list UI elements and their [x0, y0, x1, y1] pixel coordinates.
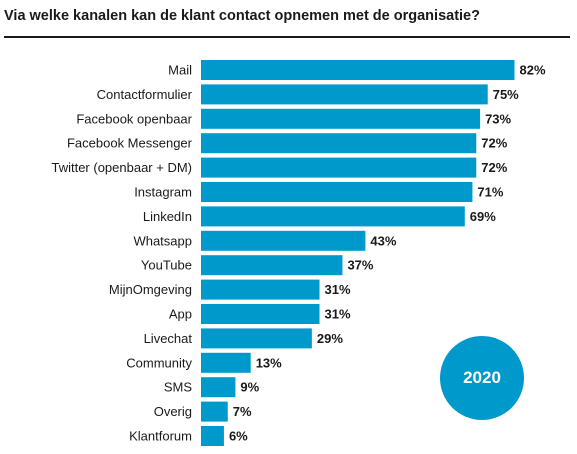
- category-label: LinkedIn: [143, 209, 192, 224]
- value-label: 43%: [370, 233, 396, 248]
- value-label: 82%: [519, 63, 545, 78]
- category-label: Twitter (openbaar + DM): [51, 160, 192, 175]
- value-label: 75%: [493, 87, 519, 102]
- bar: [201, 255, 343, 276]
- bar: [201, 304, 320, 324]
- value-label: 13%: [256, 355, 282, 370]
- value-label: 31%: [325, 307, 351, 322]
- bar: [201, 182, 473, 202]
- bar: [201, 133, 477, 154]
- bar: [201, 401, 228, 422]
- bar: [201, 157, 477, 178]
- bar: [201, 377, 236, 398]
- category-label: Whatsapp: [133, 233, 192, 248]
- category-label: YouTube: [141, 258, 192, 273]
- category-label: Facebook Messenger: [67, 136, 193, 151]
- bar: [201, 328, 312, 349]
- bar: [201, 230, 366, 251]
- bar: [201, 84, 488, 105]
- value-label: 37%: [347, 258, 373, 273]
- category-label: Facebook openbaar: [76, 111, 192, 126]
- category-label: SMS: [164, 380, 193, 395]
- year-badge: 2020: [440, 336, 524, 420]
- category-label: Contactformulier: [97, 87, 193, 102]
- category-label: Instagram: [134, 185, 192, 200]
- chart-title: Via welke kanalen kan de klant contact o…: [4, 8, 480, 24]
- category-label: Klantforum: [129, 429, 192, 444]
- category-label: Mail: [168, 63, 192, 78]
- value-label: 72%: [481, 136, 507, 151]
- bar: [201, 426, 224, 446]
- year-badge-label: 2020: [463, 368, 501, 387]
- bar: [201, 60, 515, 80]
- title-underline: [4, 36, 570, 38]
- bar: [201, 108, 481, 129]
- value-label: 73%: [485, 111, 511, 126]
- value-label: 31%: [325, 282, 351, 297]
- category-label: Overig: [154, 404, 192, 419]
- value-label: 7%: [233, 404, 252, 419]
- bar: [201, 279, 320, 300]
- category-label: App: [169, 307, 192, 322]
- category-label: Livechat: [144, 331, 193, 346]
- value-label: 71%: [477, 185, 503, 200]
- category-label: Community: [126, 355, 192, 370]
- bar: [201, 206, 465, 227]
- value-label: 9%: [240, 380, 259, 395]
- category-label: MijnOmgeving: [109, 282, 192, 297]
- value-label: 69%: [470, 209, 496, 224]
- bar: [201, 352, 251, 373]
- value-label: 72%: [481, 160, 507, 175]
- value-label: 6%: [229, 429, 248, 444]
- value-label: 29%: [317, 331, 343, 346]
